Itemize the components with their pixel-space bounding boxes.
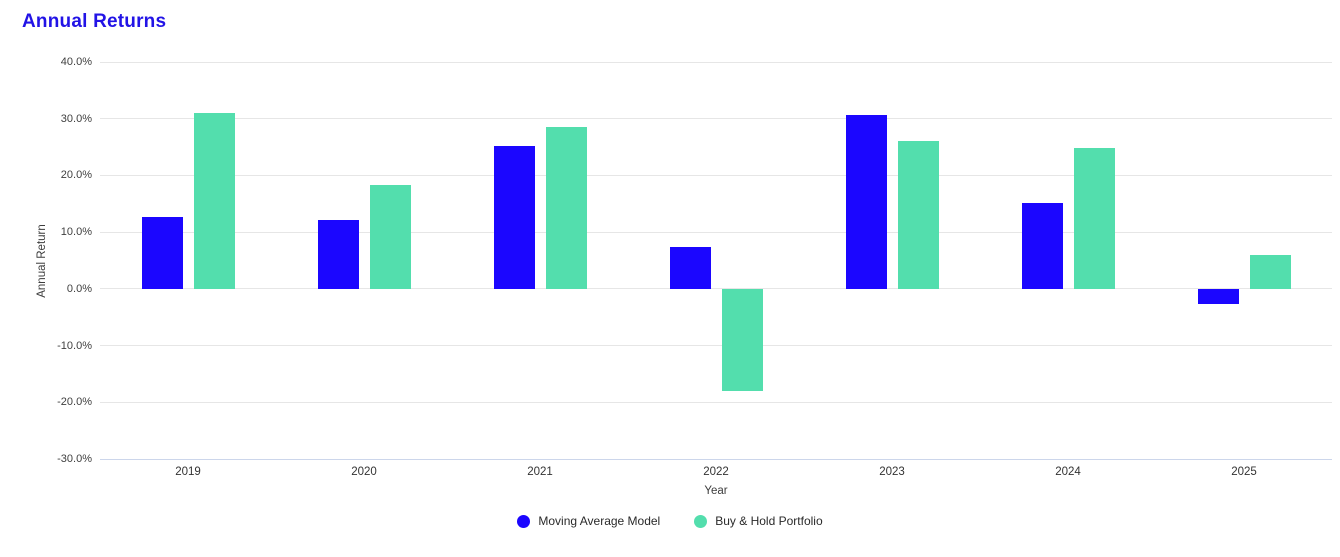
bar-2020-buy-hold[interactable] — [369, 185, 411, 289]
y-tick-label: 40.0% — [60, 56, 92, 68]
x-tick-label: 2021 — [527, 466, 553, 478]
gridline — [100, 288, 1332, 290]
y-tick-label: -30.0% — [57, 453, 92, 465]
y-tick-label: 10.0% — [60, 226, 92, 239]
bar-2019-buy-hold[interactable] — [193, 113, 235, 289]
x-tick-label: 2019 — [175, 466, 201, 478]
gridline — [100, 174, 1332, 176]
x-tick-label: 2022 — [703, 466, 729, 478]
bar-2023-buy-hold[interactable] — [897, 141, 939, 289]
bar-2022-buy-hold[interactable] — [721, 288, 763, 391]
legend-swatch-icon — [694, 514, 708, 528]
y-tick-label: -20.0% — [57, 396, 92, 409]
gridline — [100, 118, 1332, 120]
legend-item-label: Moving Average Model — [538, 514, 661, 528]
y-tick-label: -10.0% — [57, 339, 92, 352]
legend-item-label: Buy & Hold Portfolio — [715, 514, 823, 528]
x-tick-label: 2023 — [879, 466, 905, 478]
gridline — [100, 345, 1332, 347]
plot-area — [100, 61, 1332, 460]
legend-item[interactable]: Buy & Hold Portfolio — [694, 514, 823, 528]
y-tick-label: 30.0% — [60, 112, 92, 125]
bar-2023-moving-average[interactable] — [845, 115, 887, 289]
bar-2024-buy-hold[interactable] — [1073, 148, 1115, 289]
bar-2022-moving-average[interactable] — [669, 246, 711, 289]
x-tick-label: 2024 — [1055, 466, 1081, 478]
gridline — [100, 231, 1332, 233]
legend: Moving Average Model Buy & Hold Portfolio — [0, 514, 1340, 528]
gridline — [100, 61, 1332, 63]
legend-item[interactable]: Moving Average Model — [517, 514, 660, 528]
legend-swatch-icon — [517, 514, 531, 528]
gridline — [100, 401, 1332, 403]
x-axis-title: Year — [704, 485, 728, 497]
bar-2021-moving-average[interactable] — [493, 145, 535, 289]
bar-2025-moving-average[interactable] — [1197, 288, 1239, 304]
x-axis-line — [100, 458, 1332, 460]
bar-2020-moving-average[interactable] — [317, 219, 359, 289]
bar-2025-buy-hold[interactable] — [1249, 255, 1291, 289]
bar-2019-moving-average[interactable] — [141, 216, 183, 289]
bar-2021-buy-hold[interactable] — [545, 127, 587, 289]
y-tick-label: 0.0% — [66, 282, 92, 295]
y-tick-label: 20.0% — [60, 169, 92, 182]
x-tick-label: 2025 — [1231, 466, 1257, 478]
x-tick-label: 2020 — [351, 466, 377, 478]
chart-title: Annual Returns — [22, 11, 167, 32]
bar-2024-moving-average[interactable] — [1021, 203, 1063, 289]
